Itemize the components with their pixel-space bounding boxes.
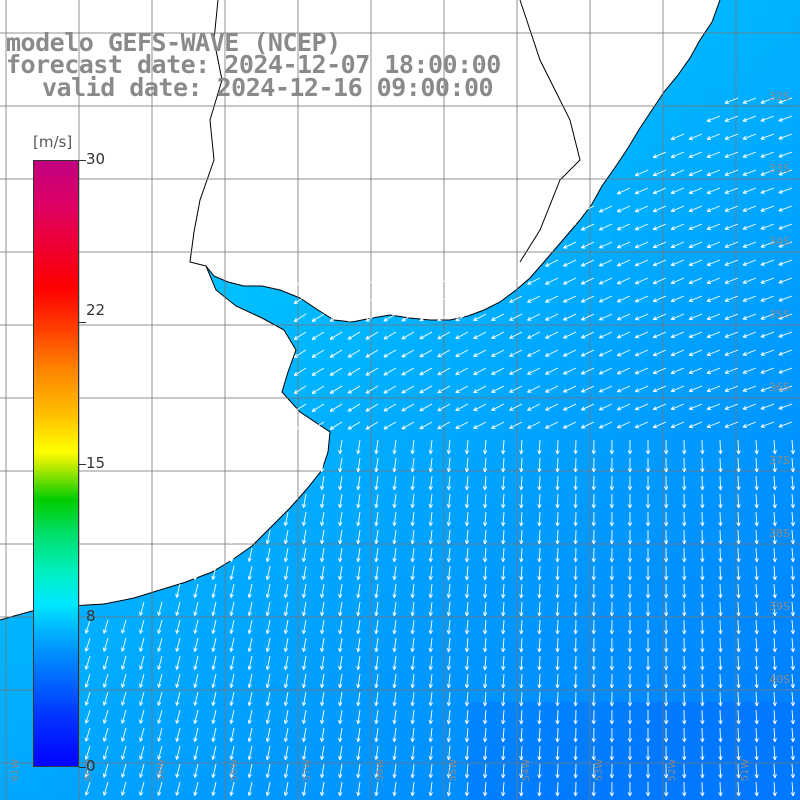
valid-date: valid date: 2024-12-16 09:00:00 [42, 73, 494, 102]
lon-label: 51W [740, 759, 751, 782]
lat-label: 34S [769, 235, 790, 248]
lat-label: 35S [769, 308, 790, 321]
lon-label: 54W [521, 759, 532, 782]
colorbar-tick-0: 0 [86, 757, 96, 775]
lat-label: 33S [769, 162, 790, 175]
lon-label: 58W [229, 759, 240, 782]
lon-label: 60W [83, 759, 94, 782]
lagoon-outline [519, 0, 581, 263]
model-title: modelo GEFS-WAVE (NCEP) [6, 28, 341, 57]
lon-label: 55W [448, 759, 459, 782]
colorbar-unit: [m/s] [33, 133, 73, 151]
land-uruguay [0, 0, 720, 322]
wind-arrows [84, 97, 796, 797]
lon-label: 56W [375, 759, 386, 782]
lon-label: 52W [667, 759, 678, 782]
lat-label: 39S [769, 600, 790, 613]
lat-label: 37S [769, 454, 790, 467]
colorbar [33, 160, 79, 767]
lat-label: 38S [769, 527, 790, 540]
coastline-west [0, 265, 331, 621]
lat-label: 40S [769, 673, 790, 686]
lat-label: 32S [769, 90, 790, 103]
forecast-date: forecast date: 2024-12-07 18:00:00 [6, 50, 501, 79]
colorbar-tick-30: 30 [86, 150, 106, 168]
lon-label: 53W [594, 759, 605, 782]
colorbar-tick-15: 15 [86, 454, 106, 472]
colorbar-tick-22: 22 [86, 301, 106, 319]
lon-label: 57W [302, 759, 313, 782]
lat-label: 36S [769, 381, 790, 394]
lon-label: 59W [156, 759, 167, 782]
land-argentina [0, 266, 330, 620]
coastline-north [205, 0, 721, 323]
colorbar-tick-8: 8 [86, 607, 96, 625]
lon-label: 61W [10, 759, 21, 782]
